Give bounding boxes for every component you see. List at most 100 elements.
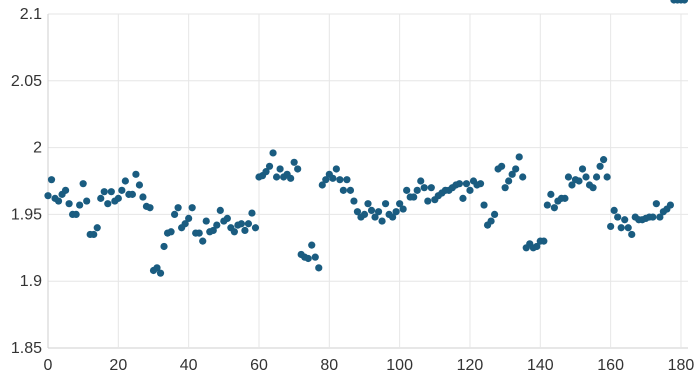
data-point: [262, 168, 270, 176]
y-gridlines: [48, 13, 688, 349]
data-point: [568, 181, 576, 189]
data-point: [399, 205, 407, 213]
y-tick-label: 2.05: [11, 73, 42, 90]
data-point: [596, 162, 604, 170]
data-point: [367, 206, 376, 214]
data-point: [54, 197, 63, 205]
data-point: [403, 186, 411, 194]
data-point: [480, 201, 488, 209]
data-point: [343, 176, 351, 184]
data-point: [294, 165, 302, 173]
data-point: [455, 180, 464, 188]
data-point: [304, 254, 312, 263]
data-point: [543, 201, 551, 209]
data-point: [466, 186, 474, 194]
data-point: [308, 241, 316, 249]
data-point: [610, 206, 618, 214]
x-tick-label: 0: [44, 357, 53, 374]
data-point: [617, 224, 625, 232]
data-point: [135, 181, 144, 189]
y-tick-label: 2.1: [20, 6, 42, 23]
data-point: [139, 193, 147, 201]
y-tick-labels: 1.85 1.9 1.95 2 2.05 2.1: [11, 6, 42, 357]
data-point: [624, 224, 632, 232]
data-point: [44, 192, 52, 200]
data-point: [389, 213, 397, 221]
data-point: [202, 217, 210, 225]
data-point: [213, 221, 221, 229]
x-tick-label: 120: [457, 357, 484, 374]
data-point: [589, 184, 597, 192]
data-point: [248, 209, 256, 217]
x-tick-label: 100: [386, 357, 413, 374]
data-point: [417, 177, 425, 185]
data-point: [97, 194, 105, 202]
data-point: [459, 194, 467, 202]
data-point: [287, 174, 295, 182]
y-tick-label: 1.9: [20, 273, 42, 290]
data-point: [550, 204, 558, 212]
y-tick-label: 1.85: [11, 340, 42, 357]
data-point: [79, 180, 87, 188]
data-point: [336, 176, 344, 184]
data-point: [90, 230, 98, 239]
data-point: [265, 162, 274, 170]
data-point: [181, 220, 189, 228]
data-point: [371, 213, 379, 221]
data-point: [600, 156, 608, 164]
data-point: [378, 217, 386, 225]
data-point: [272, 173, 281, 181]
data-point: [104, 200, 112, 208]
x-tick-label: 80: [320, 357, 338, 374]
data-point: [132, 170, 140, 178]
data-point: [666, 201, 675, 209]
data-point: [195, 229, 203, 237]
data-point: [188, 204, 196, 212]
data-point: [47, 176, 56, 184]
x-tick-label: 180: [668, 357, 694, 374]
data-point: [360, 210, 369, 218]
data-point: [153, 264, 161, 272]
data-point: [564, 173, 573, 181]
data-point: [76, 201, 84, 209]
data-point: [209, 226, 217, 235]
data-point: [614, 213, 622, 221]
data-point: [128, 190, 136, 198]
data-point: [107, 188, 115, 196]
data-point: [490, 210, 499, 218]
data-point: [121, 177, 129, 185]
data-point: [174, 204, 182, 212]
data-point: [381, 200, 390, 208]
data-point: [329, 174, 337, 182]
data-point: [93, 224, 101, 232]
data-point: [476, 180, 485, 188]
data-point: [505, 177, 513, 185]
data-point: [540, 237, 548, 245]
x-tick-label: 60: [250, 357, 268, 374]
data-point: [241, 226, 249, 235]
data-point: [508, 170, 516, 178]
data-point: [607, 222, 615, 231]
data-point: [592, 173, 601, 181]
data-point: [561, 194, 569, 202]
data-point: [185, 214, 193, 223]
data-point: [318, 181, 326, 189]
data-point: [364, 200, 372, 208]
y-tick-label: 2: [33, 140, 42, 157]
data-point: [114, 194, 122, 202]
data-points: [44, 0, 689, 277]
data-point: [290, 158, 298, 166]
x-tick-label: 40: [180, 357, 198, 374]
data-point: [680, 0, 689, 4]
data-point: [603, 173, 611, 181]
x-tick-labels: 0 20 40 60 80 100 120 140 160 180: [44, 357, 694, 374]
data-point: [237, 220, 246, 228]
y-tick-label: 1.95: [11, 206, 42, 223]
data-point: [160, 242, 168, 251]
data-point: [410, 193, 418, 201]
x-tick-label: 160: [597, 357, 624, 374]
data-point: [501, 184, 509, 192]
data-point: [578, 165, 587, 173]
data-point: [251, 224, 260, 232]
